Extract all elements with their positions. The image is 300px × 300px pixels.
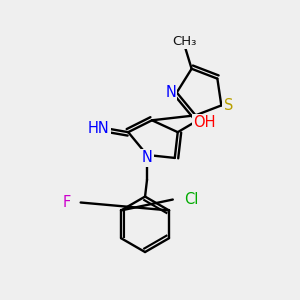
Text: OH: OH <box>193 115 216 130</box>
Text: F: F <box>63 195 71 210</box>
Text: N: N <box>142 150 152 165</box>
Text: N: N <box>165 85 176 100</box>
Text: Cl: Cl <box>184 192 199 207</box>
Text: S: S <box>224 98 233 113</box>
Text: HN: HN <box>88 121 110 136</box>
Text: CH₃: CH₃ <box>172 34 197 47</box>
